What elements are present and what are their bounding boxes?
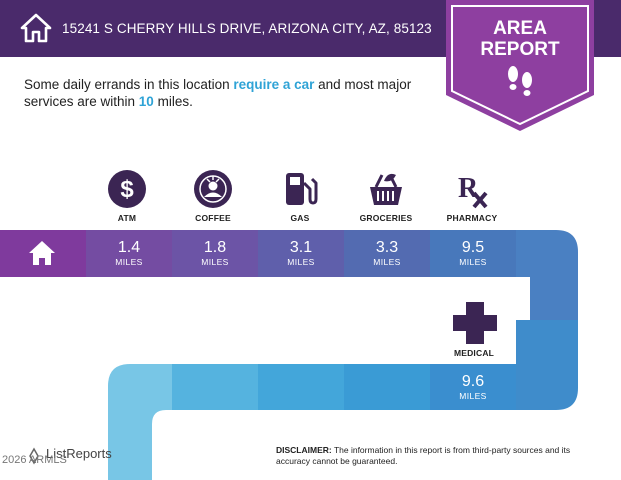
service-label-atm: ATM	[117, 213, 137, 223]
distance-pharmacy: 9.5 MILES	[459, 239, 487, 267]
path-corner-bottom-right	[516, 320, 578, 410]
distance-coffee: 1.8 MILES	[201, 239, 229, 267]
intro-text: Some daily errands in this location requ…	[24, 77, 412, 109]
listreports-logo: ListReports	[46, 446, 112, 461]
service-label-medical: MEDICAL	[453, 348, 495, 358]
path-corner-bottom-left	[108, 364, 172, 480]
grocery-basket-icon	[370, 173, 402, 205]
house-icon	[29, 241, 55, 265]
rx-icon: R	[458, 173, 488, 209]
starbucks-icon	[194, 170, 232, 208]
path-segment-atm	[86, 230, 172, 277]
dollar-icon: $	[108, 170, 146, 208]
distance-atm: 1.4 MILES	[115, 239, 143, 267]
path-segment-groceries	[344, 230, 430, 277]
svg-text:$: $	[120, 176, 134, 203]
distance-groceries: 3.3 MILES	[373, 239, 401, 267]
service-label-coffee: COFFEE	[195, 213, 231, 223]
copyright-text: 2026 ARMLS	[2, 454, 67, 466]
listreports-logo-icon	[29, 447, 39, 465]
footprints-icon	[508, 66, 532, 96]
badge-title-line1: AREA	[493, 18, 547, 39]
service-label-groceries: GROCERIES	[359, 213, 413, 223]
area-report-badge	[446, 0, 594, 131]
service-label-gas: GAS	[290, 213, 310, 223]
path-segment-pharmacy	[430, 230, 516, 277]
service-label-pharmacy: PHARMACY	[446, 213, 498, 223]
distance-gas: 3.1 MILES	[287, 239, 315, 267]
svg-text:R: R	[458, 173, 479, 204]
disclaimer: DISCLAIMER: The information in this repo…	[276, 445, 571, 466]
path-segment-gas	[258, 230, 344, 277]
medical-cross-icon	[453, 302, 497, 344]
distance-medical: 9.6 MILES	[459, 373, 487, 401]
property-address: 15241 S CHERRY HILLS DRIVE, ARIZONA CITY…	[62, 21, 432, 36]
path-segment-medical	[430, 364, 516, 410]
gas-pump-icon	[286, 173, 318, 205]
badge-title-line2: REPORT	[480, 39, 560, 60]
path-segment-coffee	[172, 230, 258, 277]
house-icon	[20, 13, 52, 43]
